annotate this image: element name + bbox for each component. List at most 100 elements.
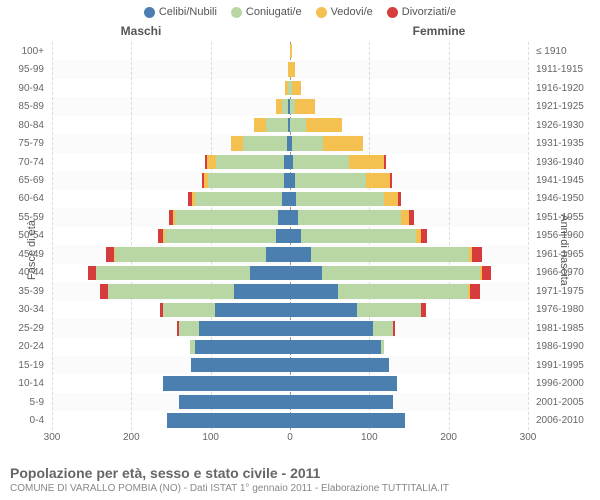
bar-segment <box>167 413 290 427</box>
age-label: 70-74 <box>0 153 48 171</box>
bar-segment <box>234 284 290 298</box>
bar-segment <box>373 321 393 335</box>
female-bar <box>290 358 528 372</box>
birth-label: 1931-1935 <box>532 134 600 152</box>
bar-segment <box>482 266 492 280</box>
bar-segment <box>290 284 338 298</box>
x-tick: 300 <box>44 432 61 443</box>
pyramid-row <box>52 134 528 152</box>
male-bar <box>52 62 290 76</box>
bar-segment <box>243 136 287 150</box>
male-bar <box>52 413 290 427</box>
bar-segment <box>338 284 469 298</box>
female-bar <box>290 44 528 58</box>
age-label: 30-34 <box>0 301 48 319</box>
bar-segment <box>231 136 243 150</box>
axis-title-birth: Anni di nascita <box>558 214 570 286</box>
birth-label: 1921-1925 <box>532 97 600 115</box>
male-bar <box>52 284 290 298</box>
bar-segment <box>296 192 383 206</box>
bar-segment <box>106 247 114 261</box>
bar-segment <box>290 44 292 58</box>
birth-label: 1986-1990 <box>532 338 600 356</box>
pyramid-row <box>52 208 528 226</box>
pyramid-row <box>52 374 528 392</box>
legend: Celibi/Nubili Coniugati/e Vedovi/e Divor… <box>0 0 600 18</box>
bar-segment <box>179 395 290 409</box>
bar-segment <box>199 321 290 335</box>
birth-label: 2006-2010 <box>532 411 600 429</box>
pyramid-row <box>52 42 528 60</box>
header-female: Femmine <box>290 24 528 38</box>
birth-label: 1981-1985 <box>532 319 600 337</box>
age-label: 40-44 <box>0 264 48 282</box>
bar-segment <box>421 229 427 243</box>
male-bar <box>52 155 290 169</box>
male-bar <box>52 118 290 132</box>
male-bar <box>52 192 290 206</box>
bar-segment <box>165 229 276 243</box>
bar-segment <box>216 155 283 169</box>
pyramid-row <box>52 338 528 356</box>
male-bar <box>52 229 290 243</box>
pyramid-row <box>52 393 528 411</box>
pyramid-row <box>52 60 528 78</box>
female-bar <box>290 62 528 76</box>
bar-segment <box>290 395 393 409</box>
bar-segment <box>208 173 283 187</box>
bar-segment <box>266 118 288 132</box>
axis-title-age: Fasce di età <box>26 220 38 280</box>
bar-segment <box>290 413 405 427</box>
birth-label: 1941-1945 <box>532 171 600 189</box>
header-male: Maschi <box>52 24 290 38</box>
side-headers: Maschi Femmine <box>52 24 528 38</box>
age-label: 75-79 <box>0 134 48 152</box>
legend-label: Celibi/Nubili <box>159 6 217 18</box>
legend-item: Vedovi/e <box>316 6 373 18</box>
bar-segment <box>295 173 366 187</box>
bar-segment <box>276 229 290 243</box>
bar-segment <box>290 229 301 243</box>
legend-item: Divorziati/e <box>387 6 456 18</box>
bar-segment <box>163 376 290 390</box>
bar-segment <box>470 284 480 298</box>
female-bar <box>290 81 528 95</box>
chart-subtitle: COMUNE DI VARALLO POMBIA (NO) - Dati IST… <box>10 483 449 494</box>
pyramid-row <box>52 153 528 171</box>
pyramid-row <box>52 97 528 115</box>
age-label: 80-84 <box>0 116 48 134</box>
legend-label: Divorziati/e <box>402 6 456 18</box>
age-label: 85-89 <box>0 97 48 115</box>
male-bar <box>52 44 290 58</box>
bar-segment <box>175 210 278 224</box>
female-bar <box>290 210 528 224</box>
bar-segment <box>298 210 401 224</box>
birth-label: 1996-2000 <box>532 374 600 392</box>
bar-segment <box>398 192 401 206</box>
bar-segment <box>381 340 384 354</box>
bar-segment <box>100 284 108 298</box>
bar-segment <box>290 118 306 132</box>
bar-segment <box>322 266 481 280</box>
bar-segment <box>311 247 470 261</box>
bar-segment <box>323 136 363 150</box>
birth-label: 1936-1940 <box>532 153 600 171</box>
bar-segment <box>409 210 414 224</box>
female-bar <box>290 99 528 113</box>
female-bar <box>290 136 528 150</box>
bar-segment <box>290 321 373 335</box>
bar-segment <box>195 192 282 206</box>
age-label: 0-4 <box>0 411 48 429</box>
bar-segment <box>215 303 290 317</box>
male-bar <box>52 395 290 409</box>
bar-segment <box>290 247 311 261</box>
legend-label: Vedovi/e <box>331 6 373 18</box>
bar-segment <box>384 155 386 169</box>
legend-item: Coniugati/e <box>231 6 302 18</box>
bar-segment <box>472 247 482 261</box>
male-bar <box>52 376 290 390</box>
bar-segment <box>278 210 290 224</box>
bar-segment <box>250 266 290 280</box>
pyramid-row <box>52 245 528 263</box>
age-label: 25-29 <box>0 319 48 337</box>
